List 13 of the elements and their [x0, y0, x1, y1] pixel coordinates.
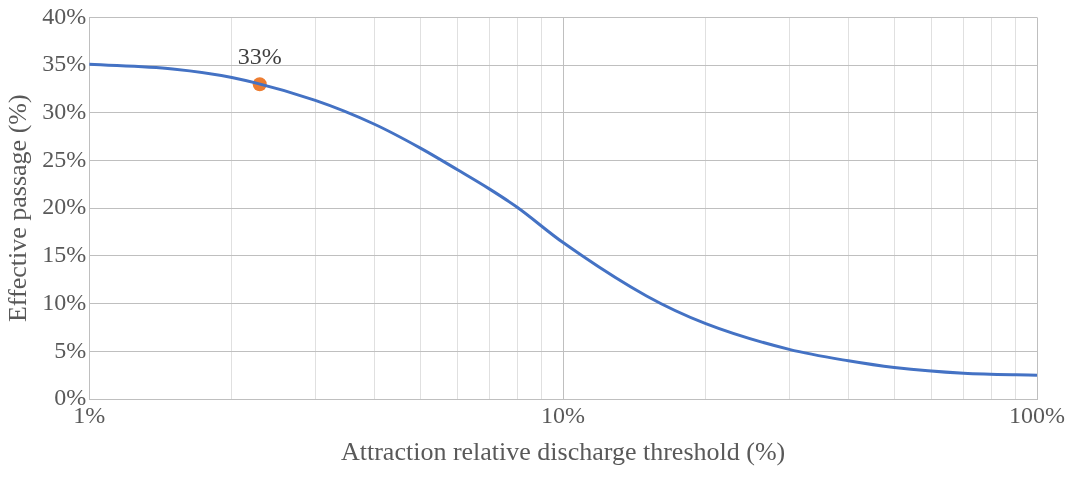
y-axis-title: Effective passage (%) [3, 94, 33, 323]
data-label: 33% [237, 43, 282, 70]
y-tick-label: 15% [42, 241, 87, 268]
x-axis-title: Attraction relative discharge threshold (%) [340, 437, 786, 467]
x-tick-label: 10% [541, 401, 586, 428]
y-tick-label: 20% [42, 193, 87, 220]
y-tick-label: 10% [42, 288, 87, 315]
y-tick-label: 35% [42, 50, 87, 77]
x-tick-label: 100% [1009, 401, 1065, 428]
y-tick-label: 25% [42, 145, 87, 172]
y-tick-label: 5% [54, 336, 87, 363]
y-tick-label: 30% [42, 98, 87, 125]
y-tick-label: 40% [42, 2, 87, 29]
